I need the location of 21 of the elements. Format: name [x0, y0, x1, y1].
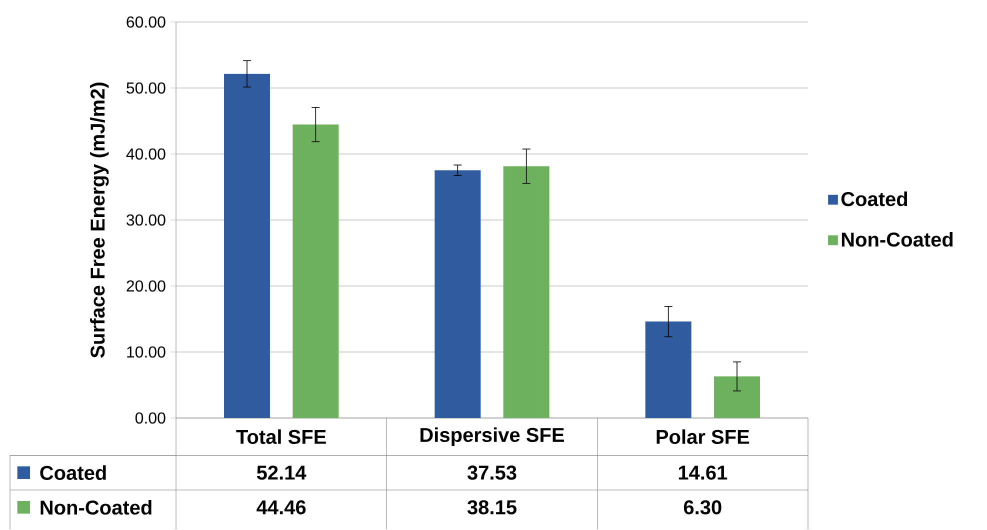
y-tick-label: 0.00: [135, 412, 166, 424]
y-tick-label: 40.00: [126, 148, 166, 160]
text: Non-Coated: [40, 500, 152, 515]
y-tick-label: 20.00: [126, 280, 166, 292]
y-tick-label: 30.00: [126, 214, 166, 226]
y-axis-title: Surface Free Energy (mJ/m2): [90, 82, 109, 358]
data-label: 14.61: [678, 466, 728, 480]
x-tick-label: Polar SFE: [656, 429, 750, 444]
y-tick-label: 50.00: [126, 82, 166, 94]
data-label: 52.14: [256, 466, 306, 480]
data-label: 44.46: [256, 500, 306, 514]
data-label: 6.30: [684, 500, 722, 514]
data-label: 37.53: [467, 466, 516, 480]
y-tick-label: 60.00: [126, 16, 166, 28]
data-label: 38.15: [467, 500, 516, 514]
y-tick-label: 10.00: [127, 346, 166, 358]
legend-label: Coated: [40, 465, 106, 480]
x-tick-label: Dispersive SFE: [420, 427, 564, 446]
legend-label: Non-Coated: [842, 232, 953, 247]
text: Coated: [841, 191, 908, 206]
x-tick-label: Total SFE: [236, 429, 326, 444]
